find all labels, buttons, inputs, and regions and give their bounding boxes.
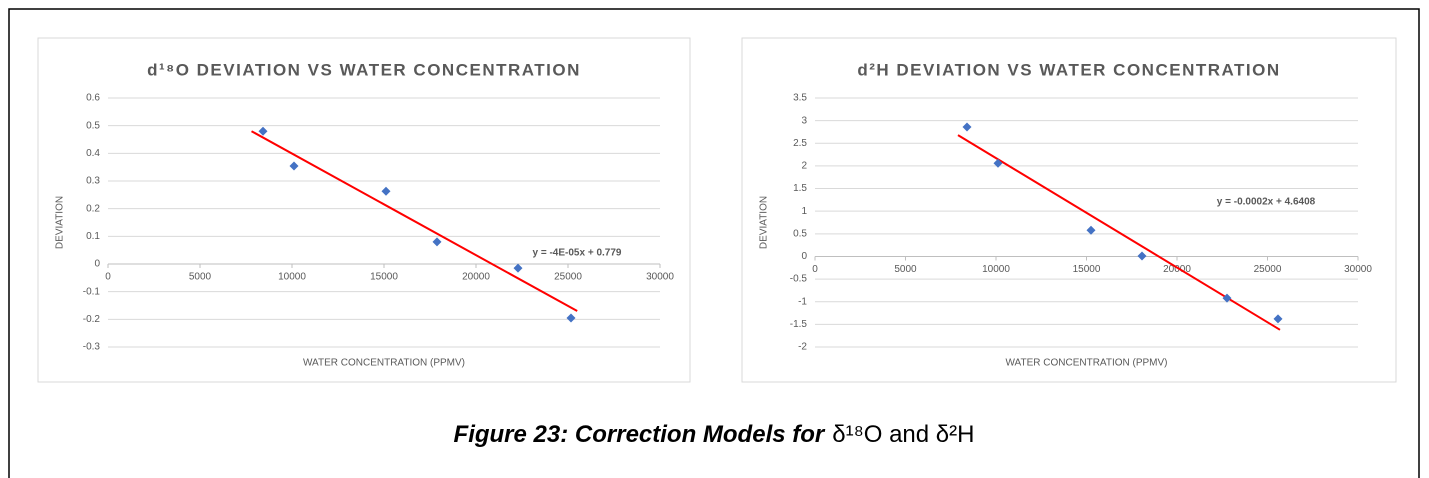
y-tick-label: 0.3 [86,176,100,187]
chart-title: d¹⁸O DEVIATION VS WATER CONCENTRATION [147,60,581,79]
y-tick-label: -1 [798,296,807,307]
data-point [1137,251,1147,261]
y-tick-label: 2.5 [793,138,807,149]
y-tick-label: -0.5 [790,274,808,285]
y-tick-label: -0.1 [83,286,101,297]
x-tick-label: 10000 [278,272,306,283]
x-tick-label: 25000 [1254,264,1282,275]
y-tick-label: 0 [94,259,100,270]
x-tick-label: 10000 [982,264,1010,275]
data-point [513,263,523,273]
x-tick-label: 25000 [554,272,582,283]
trendline-label: y = -0.0002x + 4.6408 [1217,197,1316,208]
y-tick-label: 1 [801,206,807,217]
y-tick-label: 0.6 [86,93,100,104]
data-point [1222,293,1232,303]
trendline-label: y = -4E-05x + 0.779 [533,248,622,259]
x-tick-label: 30000 [646,272,674,283]
chart-box [741,37,1397,383]
data-point [1273,314,1283,324]
y-axis-label: DEVIATION [759,196,770,249]
x-tick-label: 5000 [189,272,212,283]
trendline [251,130,578,312]
data-point [566,313,576,323]
data-point [1086,225,1096,235]
caption-text: δ¹⁸O and δ²H [832,421,974,448]
y-tick-label: -2 [798,342,807,353]
y-tick-label: 0 [801,251,807,262]
chart-title: d²H DEVIATION VS WATER CONCENTRATION [857,60,1280,79]
data-point [962,122,972,132]
y-axis-label: DEVIATION [55,196,66,249]
x-tick-label: 20000 [462,272,490,283]
y-tick-label: 2 [801,161,807,172]
y-tick-label: 0.2 [86,203,100,214]
data-point [289,161,299,171]
x-tick-label: 20000 [1163,264,1191,275]
x-tick-label: 15000 [370,272,398,283]
data-point [258,126,268,136]
x-tick-label: 5000 [894,264,917,275]
x-tick-label: 15000 [1073,264,1101,275]
x-tick-label: 0 [812,264,818,275]
x-axis-label: WATER CONCENTRATION (PPMV) [1005,358,1167,369]
chart-box [37,37,691,383]
y-tick-label: 3.5 [793,93,807,104]
y-tick-label: -0.3 [83,342,101,353]
x-tick-label: 30000 [1344,264,1372,275]
y-tick-label: -0.2 [83,314,101,325]
x-axis-label: WATER CONCENTRATION (PPMV) [303,358,465,369]
y-tick-label: 0.1 [86,231,100,242]
y-tick-label: 0.5 [793,228,807,239]
y-tick-label: 0.4 [86,148,100,159]
data-point [432,237,442,247]
y-tick-label: -1.5 [790,319,808,330]
y-tick-label: 1.5 [793,183,807,194]
data-point [381,186,391,196]
y-tick-label: 3 [801,115,807,126]
y-tick-label: 0.5 [86,120,100,131]
x-tick-label: 0 [105,272,111,283]
caption-label: Figure 23: Correction Models for [454,421,826,448]
data-point [993,158,1003,168]
figure-border [8,8,1420,478]
caption: Figure 23: Correction Models for δ¹⁸O and… [454,421,975,448]
